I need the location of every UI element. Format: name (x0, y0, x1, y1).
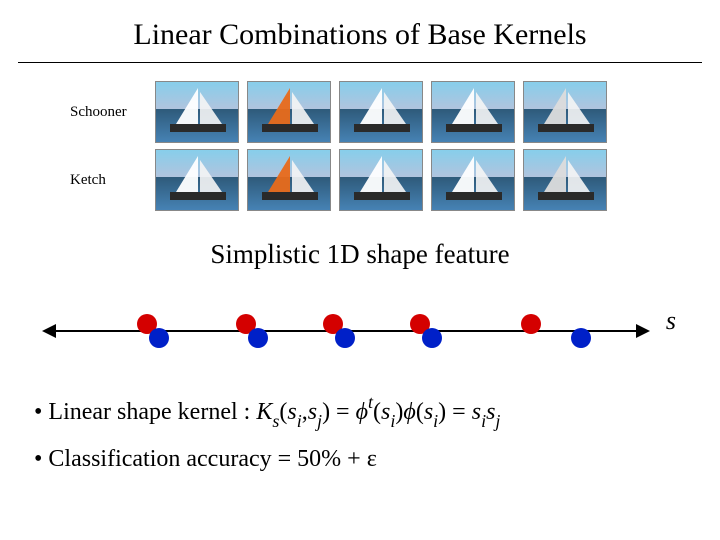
eq: = (446, 399, 472, 425)
sub-j: j (317, 411, 322, 431)
sym-s: s (308, 399, 317, 425)
thumb (431, 81, 515, 143)
paren: ) (438, 399, 446, 425)
thumb (523, 149, 607, 211)
thumbs (155, 149, 607, 211)
blue-dot (248, 328, 268, 348)
sym-K: K (256, 399, 272, 425)
subtitle: Simplistic 1D shape feature (0, 239, 720, 270)
thumb (247, 149, 331, 211)
sub-i: i (297, 411, 302, 431)
sym-s: s (424, 399, 433, 425)
thumb (155, 81, 239, 143)
sub-i: i (481, 411, 486, 431)
axis-arrow-right (636, 324, 650, 338)
sub-j: j (495, 411, 500, 431)
feature-axis-chart: s (50, 296, 670, 366)
thumb (339, 149, 423, 211)
thumb (431, 149, 515, 211)
thumb (247, 81, 331, 143)
thumb (155, 149, 239, 211)
sym-s: s (381, 399, 390, 425)
thumbs (155, 81, 607, 143)
bullet-accuracy: • Classification accuracy = 50% + ε (34, 440, 686, 478)
row-label: Ketch (70, 172, 155, 189)
sub-i: i (433, 411, 438, 431)
image-grid: Schooner Ketch (70, 81, 720, 211)
blue-dot (335, 328, 355, 348)
slide-title: Linear Combinations of Base Kernels (0, 0, 720, 62)
sub-i: i (390, 411, 395, 431)
grid-row-ketch: Ketch (70, 149, 720, 211)
row-label: Schooner (70, 104, 155, 121)
blue-dot (149, 328, 169, 348)
text: • Linear shape kernel : (34, 399, 256, 425)
bullet-kernel: • Linear shape kernel : Ks(si,sj) = ϕt(s… (34, 390, 686, 434)
grid-row-schooner: Schooner (70, 81, 720, 143)
sup-t: t (368, 392, 373, 412)
bullet-list: • Linear shape kernel : Ks(si,sj) = ϕt(s… (0, 390, 720, 478)
blue-dot (422, 328, 442, 348)
sym-s: s (472, 399, 481, 425)
paren: ( (373, 399, 381, 425)
blue-dot (571, 328, 591, 348)
paren: ( (416, 399, 424, 425)
title-rule (18, 62, 702, 63)
sub-s: s (272, 411, 279, 431)
sym-s: s (287, 399, 296, 425)
thumb (523, 81, 607, 143)
sym-phi: ϕ (356, 399, 368, 425)
axis-label: s (666, 306, 676, 336)
thumb (339, 81, 423, 143)
sym-phi: ϕ (403, 399, 415, 425)
close-eq: ) = (322, 399, 356, 425)
